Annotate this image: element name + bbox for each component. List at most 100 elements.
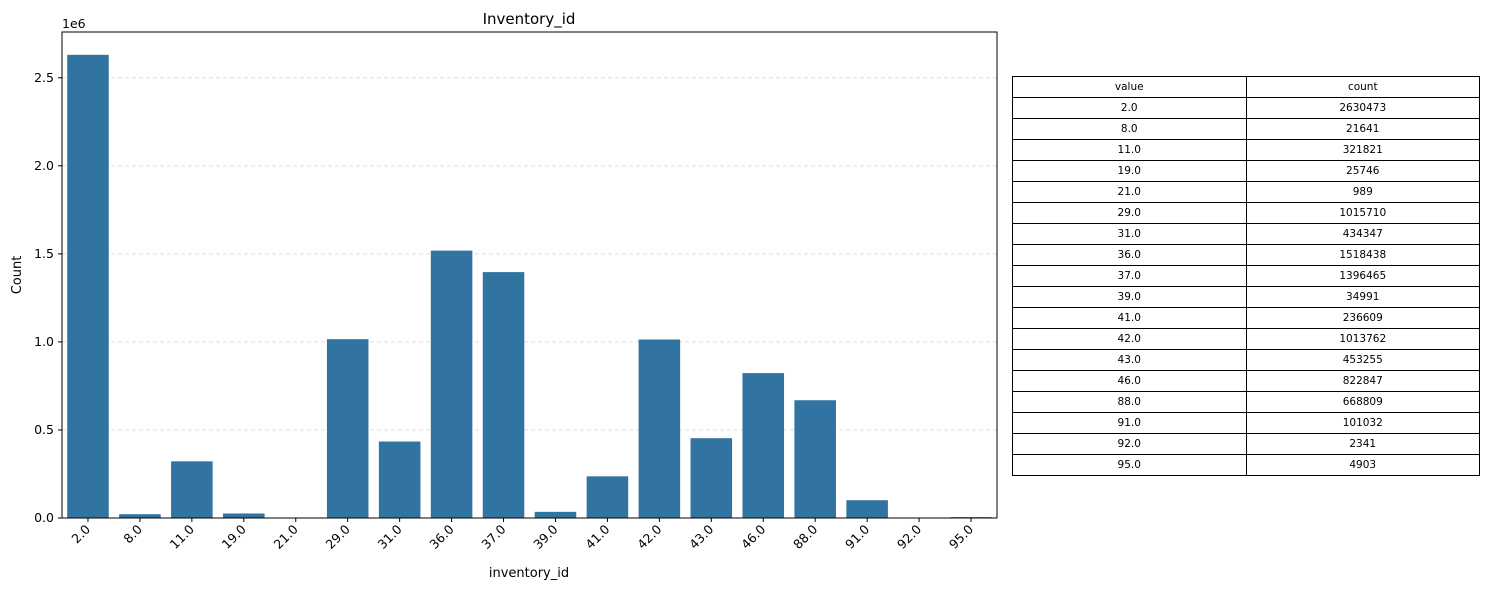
bar-2.0 — [67, 54, 109, 518]
table-body: 2.0 2630473 8.0 21641 11.0 321821 19.0 25746 21.… — [1012, 97, 1480, 476]
table-cell-value: 21.0 — [1012, 181, 1247, 203]
bar-46.0 — [742, 373, 785, 518]
table-header-row: value count — [1012, 76, 1480, 98]
table-row: 8.0 21641 — [1012, 118, 1480, 140]
grid-lines — [62, 77, 997, 431]
table-row: 11.0 321821 — [1012, 139, 1480, 161]
table-cell-count: 989 — [1245, 181, 1480, 203]
table-row: 92.0 2341 — [1012, 433, 1480, 455]
y-tick-label: 1.5 — [34, 246, 54, 261]
table-row: 41.0 236609 — [1012, 307, 1480, 329]
table-cell-value: 43.0 — [1012, 349, 1247, 371]
y-tick-label: 1.0 — [34, 334, 54, 349]
bar-19.0 — [223, 513, 265, 518]
x-tick-label: 31.0 — [374, 521, 404, 551]
table-cell-count: 822847 — [1245, 370, 1480, 392]
table-row: 36.0 1518438 — [1012, 244, 1480, 266]
table-row: 2.0 2630473 — [1012, 97, 1480, 119]
table-cell-count: 236609 — [1245, 307, 1480, 329]
x-tick-label: 95.0 — [946, 521, 976, 551]
table-cell-value: 95.0 — [1012, 454, 1247, 476]
y-tick-label: 2.5 — [34, 70, 54, 85]
table-row: 19.0 25746 — [1012, 160, 1480, 182]
plot-frame — [61, 31, 998, 519]
x-tick-label: 39.0 — [530, 521, 560, 551]
bar-43.0 — [690, 438, 733, 518]
bar-31.0 — [378, 441, 421, 518]
bar-91.0 — [846, 500, 888, 518]
chart-title: Inventory_id — [483, 10, 576, 29]
table-row: 43.0 453255 — [1012, 349, 1480, 371]
table-cell-count: 1396465 — [1245, 265, 1480, 287]
bar-42.0 — [638, 339, 681, 518]
table-cell-value: 88.0 — [1012, 391, 1247, 413]
x-tick-label: 88.0 — [790, 521, 820, 551]
bar-11.0 — [171, 461, 213, 518]
table-row: 31.0 434347 — [1012, 223, 1480, 245]
bar-88.0 — [794, 400, 836, 518]
table-cell-value: 41.0 — [1012, 307, 1247, 329]
table-row: 37.0 1396465 — [1012, 265, 1480, 287]
y-tick-label: 2.0 — [34, 158, 54, 173]
table-cell-count: 321821 — [1245, 139, 1480, 161]
table-cell-value: 31.0 — [1012, 223, 1247, 245]
bar-36.0 — [430, 250, 473, 519]
x-axis-ticks: 2.0 8.0 11.0 19.0 21.0 29.0 31.0 36.0 37.0 39.0 41… — [68, 518, 976, 552]
table-cell-count: 668809 — [1245, 391, 1480, 413]
bar-chart: Inventory_id 1e6 0.0 0.5 1.0 1.5 2.0 2.5 2.0 8… — [10, 10, 998, 581]
table-cell-count: 101032 — [1245, 412, 1480, 434]
table-cell-value: 19.0 — [1012, 160, 1247, 182]
x-tick-label: 42.0 — [634, 521, 664, 551]
table-cell-count: 1013762 — [1245, 328, 1480, 350]
x-tick-label: 21.0 — [271, 521, 301, 551]
table-row: 39.0 34991 — [1012, 286, 1480, 308]
bar-29.0 — [326, 339, 369, 518]
value-count-table: value count 2.0 2630473 8.0 21641 11.0 321821… — [1012, 76, 1480, 476]
table-cell-count: 21641 — [1245, 118, 1480, 140]
y-tick-label: 0.0 — [34, 510, 54, 525]
x-tick-label: 91.0 — [842, 521, 872, 551]
x-tick-label: 11.0 — [167, 521, 197, 551]
x-tick-label: 19.0 — [219, 521, 249, 551]
x-tick-label: 92.0 — [894, 521, 924, 551]
table-cell-value: 39.0 — [1012, 286, 1247, 308]
table-cell-value: 2.0 — [1012, 97, 1247, 119]
x-tick-label: 41.0 — [582, 521, 612, 551]
x-tick-label: 36.0 — [426, 521, 456, 551]
table-cell-count: 34991 — [1245, 286, 1480, 308]
table-cell-value: 42.0 — [1012, 328, 1247, 350]
x-tick-label: 8.0 — [120, 521, 145, 546]
bar-8.0 — [119, 514, 161, 518]
table-header-value: value — [1012, 76, 1247, 98]
table-cell-count: 2630473 — [1245, 97, 1480, 119]
table-cell-value: 46.0 — [1012, 370, 1247, 392]
x-tick-label: 37.0 — [478, 521, 508, 551]
table-row: 88.0 668809 — [1012, 391, 1480, 413]
table-cell-count: 2341 — [1245, 433, 1480, 455]
table-cell-value: 8.0 — [1012, 118, 1247, 140]
table-cell-value: 36.0 — [1012, 244, 1247, 266]
bars — [67, 54, 992, 519]
table-row: 42.0 1013762 — [1012, 328, 1480, 350]
x-axis-label: inventory_id — [489, 566, 569, 581]
table-cell-value: 29.0 — [1012, 202, 1247, 224]
y-axis-ticks: 0.0 0.5 1.0 1.5 2.0 2.5 — [34, 70, 62, 525]
table-row: 21.0 989 — [1012, 181, 1480, 203]
x-tick-label: 29.0 — [323, 521, 353, 551]
bar-41.0 — [586, 476, 629, 518]
x-tick-label: 46.0 — [738, 521, 768, 551]
table-cell-count: 4903 — [1245, 454, 1480, 476]
x-tick-label: 43.0 — [686, 521, 716, 551]
table-cell-count: 1015710 — [1245, 202, 1480, 224]
table-cell-value: 37.0 — [1012, 265, 1247, 287]
table-row: 91.0 101032 — [1012, 412, 1480, 434]
table-cell-count: 434347 — [1245, 223, 1480, 245]
bar-39.0 — [534, 511, 577, 518]
table-cell-count: 453255 — [1245, 349, 1480, 371]
y-axis-label: Count — [10, 256, 25, 295]
table-cell-value: 91.0 — [1012, 412, 1247, 434]
table-row: 95.0 4903 — [1012, 454, 1480, 476]
bar-37.0 — [482, 272, 525, 518]
table-cell-value: 92.0 — [1012, 433, 1247, 455]
x-tick-label: 2.0 — [68, 521, 93, 546]
